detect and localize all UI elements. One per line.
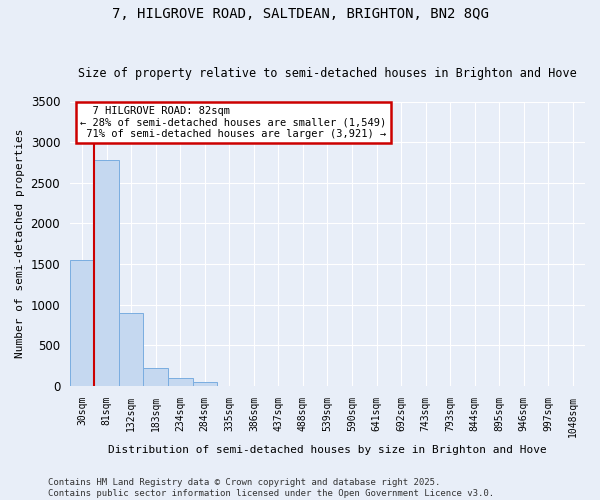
Bar [119,312,143,386]
Text: 7, HILGROVE ROAD, SALTDEAN, BRIGHTON, BN2 8QG: 7, HILGROVE ROAD, SALTDEAN, BRIGHTON, BN… [112,8,488,22]
Bar [94,160,119,386]
Bar [193,382,217,386]
Text: Contains HM Land Registry data © Crown copyright and database right 2025.
Contai: Contains HM Land Registry data © Crown c… [48,478,494,498]
Y-axis label: Number of semi-detached properties: Number of semi-detached properties [15,129,25,358]
Title: Size of property relative to semi-detached houses in Brighton and Hove: Size of property relative to semi-detach… [78,66,577,80]
Bar [143,368,168,386]
Text: 7 HILGROVE ROAD: 82sqm
← 28% of semi-detached houses are smaller (1,549)
 71% of: 7 HILGROVE ROAD: 82sqm ← 28% of semi-det… [80,106,386,139]
Bar [70,260,94,386]
X-axis label: Distribution of semi-detached houses by size in Brighton and Hove: Distribution of semi-detached houses by … [108,445,547,455]
Bar [168,378,193,386]
